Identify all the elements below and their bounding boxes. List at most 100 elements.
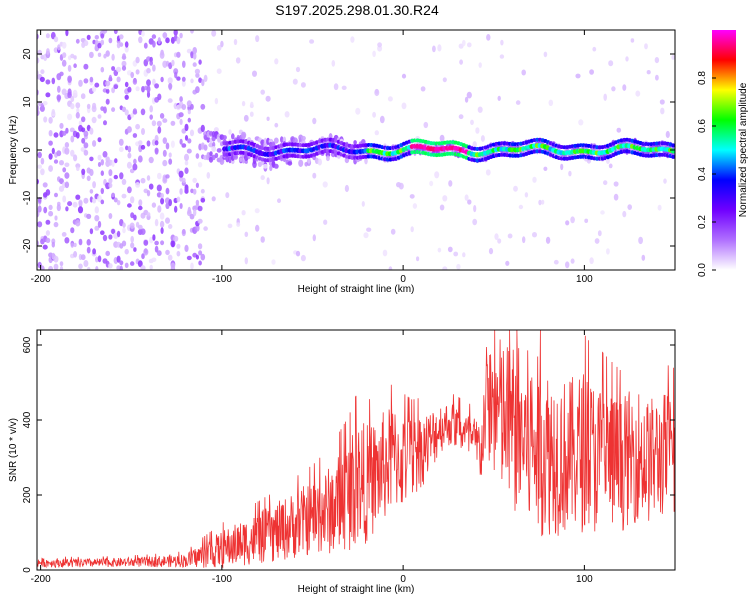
heatmap-cell <box>146 85 151 93</box>
heatmap-cell <box>616 127 622 133</box>
heatmap-cell <box>151 202 157 208</box>
heatmap-cell <box>254 208 260 214</box>
heatmap-cell <box>186 255 192 261</box>
heatmap-cell <box>219 157 225 165</box>
heatmap-cell <box>42 182 48 188</box>
heatmap-cell <box>179 203 183 209</box>
heatmap-cell <box>578 119 584 126</box>
heatmap-cell <box>94 206 100 214</box>
heatmap-cell <box>209 151 213 157</box>
heatmap-cell <box>284 111 290 118</box>
heatmap-cell <box>108 182 113 188</box>
heatmap-cell <box>622 210 627 218</box>
heatmap-cell <box>116 76 121 83</box>
heatmap-cell <box>114 158 118 164</box>
heatmap-cell <box>70 149 75 157</box>
heatmap-cell <box>116 200 121 206</box>
heatmap-cell <box>78 199 83 207</box>
heatmap-cell <box>266 116 270 122</box>
heatmap-cell <box>75 38 80 44</box>
heatmap-cell <box>138 199 143 207</box>
heatmap-cell <box>244 231 249 237</box>
heatmap-cell <box>323 219 328 225</box>
heatmap-cell <box>100 230 105 235</box>
heatmap-cell <box>92 248 96 255</box>
heatmap-cell <box>641 254 646 261</box>
heatmap-cell <box>86 175 91 182</box>
heatmap-cell <box>116 42 121 49</box>
heatmap-cell <box>162 159 168 167</box>
heatmap-cell <box>165 217 170 224</box>
heatmap-cell <box>133 158 137 165</box>
heatmap-cell <box>266 137 270 145</box>
heatmap-cell <box>273 163 279 169</box>
heatmap-cell <box>53 263 59 270</box>
snr-x-tick-label: -100 <box>212 574 232 585</box>
heatmap-cell <box>553 259 559 265</box>
heatmap-cell <box>228 129 232 135</box>
snr-frame <box>36 329 676 571</box>
heatmap-cell <box>146 175 151 181</box>
heatmap-cell <box>100 159 105 166</box>
heatmap-cell <box>195 153 200 159</box>
heatmap-cell <box>113 197 118 203</box>
heatmap-cell <box>65 206 69 212</box>
figure-title: S197.2025.298.01.30.R24 <box>275 2 439 18</box>
heatmap-cell <box>462 252 466 258</box>
heatmap-cell <box>233 155 238 160</box>
heatmap-cell <box>102 234 108 242</box>
heatmap-cell <box>184 167 189 174</box>
heatmap-cell <box>148 156 154 164</box>
heatmap-cell <box>78 79 83 87</box>
heatmap-cell <box>181 143 187 148</box>
spectrogram-y-tick-label: -20 <box>22 238 33 253</box>
heatmap-cell <box>105 88 110 94</box>
heatmap-cell <box>37 205 42 213</box>
heatmap-cell <box>111 159 115 167</box>
heatmap-cell <box>105 50 110 57</box>
heatmap-cell <box>241 100 246 107</box>
heatmap-cell <box>611 86 616 92</box>
heatmap-cell <box>108 234 113 240</box>
heatmap-cell <box>124 45 129 53</box>
heatmap-cell <box>51 77 56 85</box>
heatmap-cell <box>287 161 293 166</box>
spectrogram-ylabel: Frequency (Hz) <box>8 116 19 185</box>
heatmap-cell <box>61 59 67 67</box>
snr-panel: -200 -100 0 100 0 200 400 600 Height of straigh… <box>8 329 676 595</box>
heatmap-cell <box>151 139 156 146</box>
heatmap-cell <box>560 163 564 171</box>
heatmap-cell <box>331 60 336 67</box>
heatmap-cell <box>500 39 504 46</box>
heatmap-cell <box>388 266 393 270</box>
heatmap-cell <box>168 82 173 90</box>
heatmap-cell <box>83 260 89 267</box>
heatmap-cell <box>140 108 146 116</box>
heatmap-cell <box>190 30 194 34</box>
heatmap-cell <box>89 127 94 135</box>
snr-y-tick-label: 400 <box>22 411 33 428</box>
heatmap-cell <box>97 154 102 161</box>
heatmap-cell <box>273 137 279 144</box>
heatmap-cell <box>80 254 86 261</box>
heatmap-cell <box>70 242 75 248</box>
heatmap-cell <box>292 137 298 144</box>
heatmap-cell <box>135 86 140 92</box>
heatmap-cell <box>62 52 67 58</box>
heatmap-cell <box>472 141 477 148</box>
heatmap-cell <box>592 46 597 52</box>
heatmap-cell <box>160 227 164 235</box>
heatmap-cell <box>127 145 132 153</box>
colorbar-tick-label: 0.0 <box>697 263 708 277</box>
heatmap-cell <box>40 69 45 75</box>
heatmap-cell <box>100 170 105 176</box>
heatmap-cell <box>119 265 123 270</box>
heatmap-cell <box>81 137 86 144</box>
snr-x-tick-label: 100 <box>576 574 593 585</box>
heatmap-cell <box>75 132 80 139</box>
heatmap-cell <box>325 155 330 162</box>
heatmap-cell <box>266 177 270 185</box>
heatmap-cell <box>122 53 126 60</box>
heatmap-cell <box>363 232 369 239</box>
heatmap-cell <box>154 240 159 246</box>
